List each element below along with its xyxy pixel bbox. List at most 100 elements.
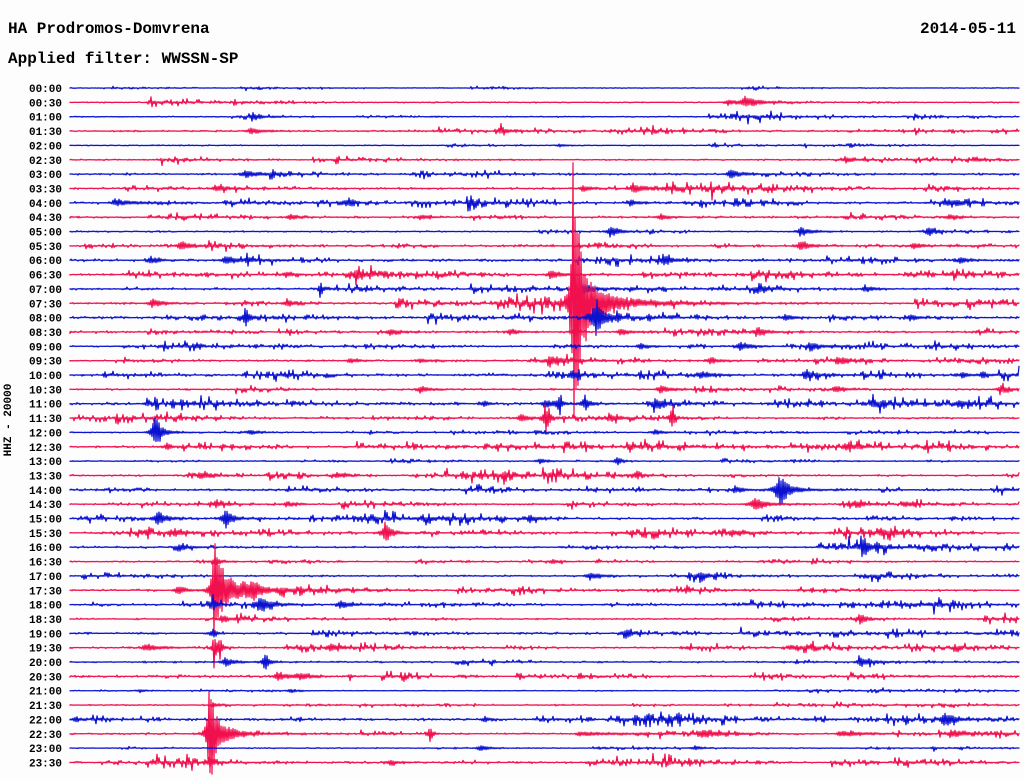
time-label-07:30: 07:30 <box>29 299 62 311</box>
time-label-01:30: 01:30 <box>29 127 62 139</box>
time-label-12:30: 12:30 <box>29 443 62 455</box>
trace-01:00 <box>69 110 1020 125</box>
trace-18:30 <box>69 612 1020 625</box>
time-label-06:30: 06:30 <box>29 271 62 283</box>
time-label-07:00: 07:00 <box>29 285 62 297</box>
trace-11:30 <box>69 404 1020 432</box>
time-label-17:00: 17:00 <box>29 572 62 584</box>
trace-23:00 <box>69 745 1020 752</box>
time-label-23:30: 23:30 <box>29 758 62 770</box>
time-label-05:30: 05:30 <box>29 242 62 254</box>
trace-14:00 <box>69 477 1020 505</box>
time-label-11:00: 11:00 <box>29 400 62 412</box>
trace-22:30 <box>69 691 1020 775</box>
trace-20:00 <box>69 654 1020 670</box>
time-label-14:30: 14:30 <box>29 500 62 512</box>
trace-09:30 <box>69 353 1020 368</box>
trace-21:00 <box>69 687 1020 694</box>
time-label-23:00: 23:00 <box>29 744 62 756</box>
trace-03:00 <box>69 169 1020 180</box>
date-label: 2014-05-11 <box>919 20 1016 38</box>
trace-10:30 <box>69 382 1020 396</box>
time-label-00:30: 00:30 <box>29 98 62 110</box>
time-label-13:00: 13:00 <box>29 457 62 469</box>
trace-23:30 <box>69 752 1020 771</box>
trace-12:30 <box>69 438 1020 454</box>
trace-14:30 <box>69 497 1020 510</box>
time-label-16:00: 16:00 <box>29 543 62 555</box>
trace-18:00 <box>69 594 1020 615</box>
time-label-18:30: 18:30 <box>29 615 62 627</box>
trace-02:00 <box>69 142 1020 149</box>
time-label-22:00: 22:00 <box>29 715 62 727</box>
trace-12:00 <box>69 417 1020 443</box>
trace-21:30 <box>69 701 1020 709</box>
trace-05:30 <box>69 240 1020 253</box>
trace-02:30 <box>69 155 1020 167</box>
time-label-03:00: 03:00 <box>29 170 62 182</box>
trace-08:30 <box>69 325 1020 338</box>
time-label-09:30: 09:30 <box>29 357 62 369</box>
time-label-04:30: 04:30 <box>29 213 62 225</box>
time-label-17:30: 17:30 <box>29 586 62 598</box>
time-label-02:30: 02:30 <box>29 156 62 168</box>
trace-04:00 <box>69 195 1020 212</box>
trace-05:00 <box>69 226 1020 238</box>
time-label-08:30: 08:30 <box>29 328 62 340</box>
trace-00:00 <box>69 85 1020 92</box>
trace-08:00 <box>69 298 1020 336</box>
trace-19:30 <box>69 638 1020 669</box>
trace-07:30 <box>69 162 1020 419</box>
trace-17:30 <box>69 543 1020 636</box>
time-label-03:30: 03:30 <box>29 184 62 196</box>
time-label-02:00: 02:00 <box>29 141 62 153</box>
time-label-01:00: 01:00 <box>29 113 62 125</box>
trace-01:30 <box>69 122 1020 136</box>
time-label-11:30: 11:30 <box>29 414 62 426</box>
trace-00:30 <box>69 95 1020 108</box>
trace-13:00 <box>69 457 1020 466</box>
trace-03:30 <box>69 181 1020 201</box>
time-label-09:00: 09:00 <box>29 342 62 354</box>
trace-11:00 <box>69 393 1020 416</box>
trace-17:00 <box>69 571 1020 584</box>
station-title: HA Prodromos-Domvrena <box>8 20 210 38</box>
time-label-04:00: 04:00 <box>29 199 62 211</box>
trace-16:00 <box>69 535 1020 558</box>
trace-13:30 <box>69 467 1020 485</box>
time-label-19:30: 19:30 <box>29 644 62 656</box>
trace-16:30 <box>69 556 1020 566</box>
trace-15:30 <box>69 521 1020 541</box>
time-label-18:00: 18:00 <box>29 601 62 613</box>
trace-19:00 <box>69 626 1020 639</box>
trace-10:00 <box>69 365 1020 382</box>
time-label-14:00: 14:00 <box>29 486 62 498</box>
trace-06:00 <box>69 252 1020 268</box>
trace-20:30 <box>69 670 1020 683</box>
time-label-10:30: 10:30 <box>29 385 62 397</box>
time-label-20:30: 20:30 <box>29 672 62 684</box>
trace-04:30 <box>69 211 1020 222</box>
time-label-19:00: 19:00 <box>29 629 62 641</box>
time-label-10:00: 10:00 <box>29 371 62 383</box>
time-label-21:30: 21:30 <box>29 701 62 713</box>
time-label-08:00: 08:00 <box>29 314 62 326</box>
time-label-21:00: 21:00 <box>29 687 62 699</box>
time-label-05:00: 05:00 <box>29 228 62 240</box>
time-label-06:00: 06:00 <box>29 256 62 268</box>
trace-15:00 <box>69 509 1020 529</box>
time-label-15:30: 15:30 <box>29 529 62 541</box>
time-label-15:00: 15:00 <box>29 515 62 527</box>
time-label-16:30: 16:30 <box>29 558 62 570</box>
trace-09:00 <box>69 340 1020 352</box>
trace-22:00 <box>69 711 1020 728</box>
time-label-12:00: 12:00 <box>29 428 62 440</box>
trace-07:00 <box>69 282 1020 298</box>
time-label-22:30: 22:30 <box>29 730 62 742</box>
time-label-13:30: 13:30 <box>29 471 62 483</box>
trace-06:30 <box>69 264 1020 286</box>
time-label-00:00: 00:00 <box>29 84 62 96</box>
filter-label: Applied filter: WWSSN-SP <box>8 50 239 68</box>
time-label-20:00: 20:00 <box>29 658 62 670</box>
